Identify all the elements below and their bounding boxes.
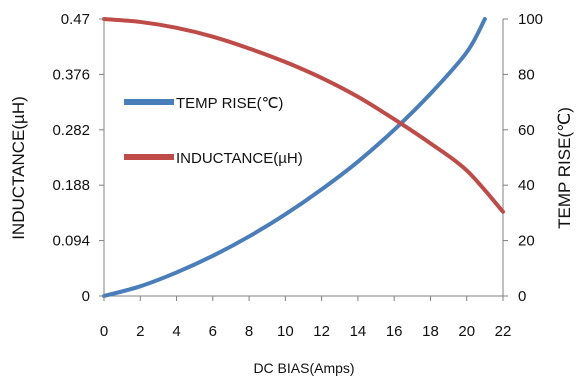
legend-label-inductance: INDUCTANCE(µH) (176, 150, 303, 167)
right-tick-label: 100 (518, 11, 543, 28)
bottom-tick-label: 16 (386, 323, 403, 340)
x-axis-title: DC BIAS(Amps) (253, 360, 354, 376)
legend-label-temp-rise: TEMP RISE(℃) (176, 95, 283, 112)
series-line-inductance (102, 17, 505, 214)
bottom-tick-label: 0 (100, 323, 108, 340)
series-line-temp-rise (102, 17, 487, 298)
bottom-axis-ticks: 0 2 4 6 8 10 12 14 16 18 20 22 (100, 296, 512, 340)
left-tick-label: 0.47 (61, 11, 90, 28)
right-axis-ticks: 0 20 40 60 80 100 (503, 11, 543, 305)
plot-series-layer (102, 17, 505, 298)
bottom-tick-label: 20 (458, 323, 475, 340)
left-tick-label: 0.188 (52, 177, 90, 194)
bottom-tick-label: 6 (209, 323, 217, 340)
left-axis-title: INDUCTANCE(µH) (9, 96, 28, 240)
bottom-tick-label: 4 (172, 323, 180, 340)
left-tick-label: 0 (82, 288, 90, 305)
left-tick-label: 0.376 (52, 66, 90, 83)
right-tick-label: 0 (518, 288, 526, 305)
left-tick-label: 0.094 (52, 233, 90, 250)
right-tick-label: 20 (518, 233, 535, 250)
left-axis-ticks: 0 0.094 0.188 0.282 0.376 0.47 (52, 11, 104, 305)
bottom-tick-label: 18 (422, 323, 439, 340)
bottom-tick-label: 22 (495, 323, 512, 340)
bottom-tick-label: 12 (313, 323, 330, 340)
left-tick-label: 0.282 (52, 122, 90, 139)
bottom-tick-label: 14 (350, 323, 367, 340)
legend: TEMP RISE(℃) INDUCTANCE(µH) (124, 95, 303, 167)
bottom-tick-label: 2 (136, 323, 144, 340)
bottom-tick-label: 10 (277, 323, 294, 340)
right-tick-label: 60 (518, 122, 535, 139)
bottom-tick-label: 8 (245, 323, 253, 340)
right-tick-label: 40 (518, 177, 535, 194)
right-tick-label: 80 (518, 66, 535, 83)
right-axis-title: TEMP RISE(℃) (555, 107, 574, 229)
